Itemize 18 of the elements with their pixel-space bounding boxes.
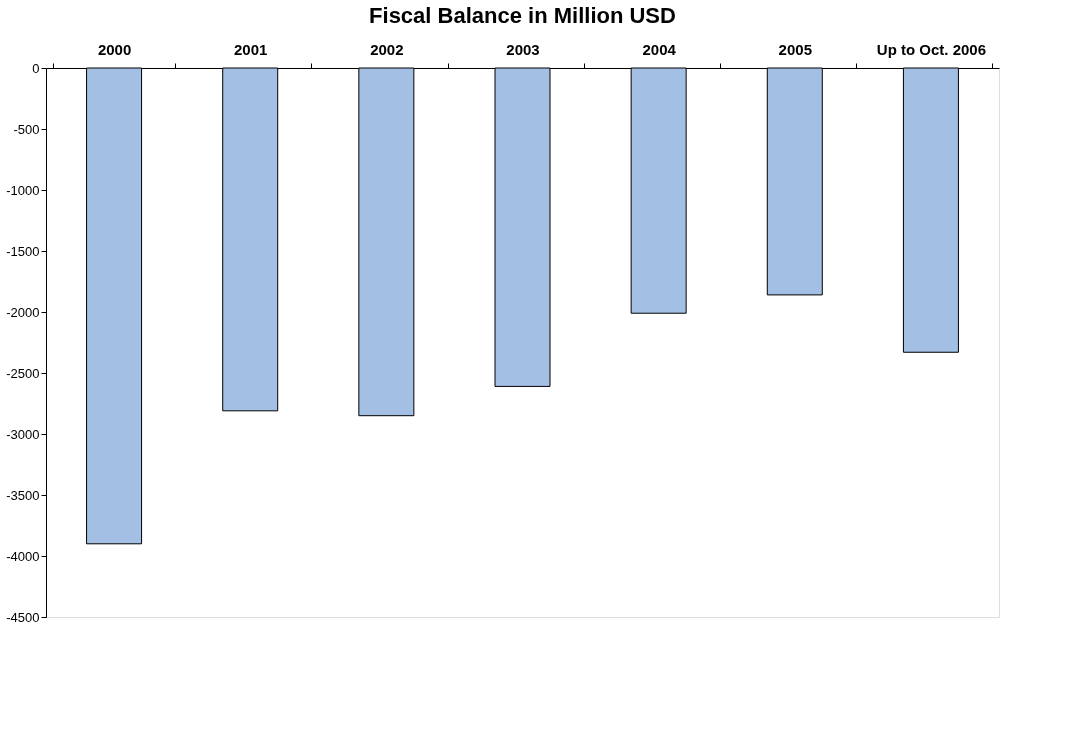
y-tick-label: -500 [13, 121, 40, 137]
x-tick-label: Up to Oct. 2006 [876, 40, 987, 58]
y-tick-label: -1000 [6, 182, 40, 198]
y-tick-label: -2000 [6, 304, 40, 320]
y-tick-label: -3000 [6, 426, 40, 442]
x-tick-label: 2003 [506, 40, 540, 58]
x-tick-label: 2002 [370, 40, 404, 58]
chart-title: Fiscal Balance in Million USD [369, 3, 676, 28]
y-tick-label: -4000 [6, 548, 40, 564]
x-tick-label: 2004 [642, 40, 677, 58]
y-tick-label: -4500 [6, 609, 40, 625]
y-tick-label: -1500 [6, 243, 40, 259]
y-tick-label: 0 [32, 60, 40, 76]
x-tick-label: 2000 [97, 40, 132, 58]
x-tick-label: 2001 [234, 40, 268, 58]
y-tick-label: -3500 [6, 487, 40, 503]
y-tick-label: -2500 [6, 365, 40, 381]
x-tick-label: 2005 [778, 40, 812, 58]
